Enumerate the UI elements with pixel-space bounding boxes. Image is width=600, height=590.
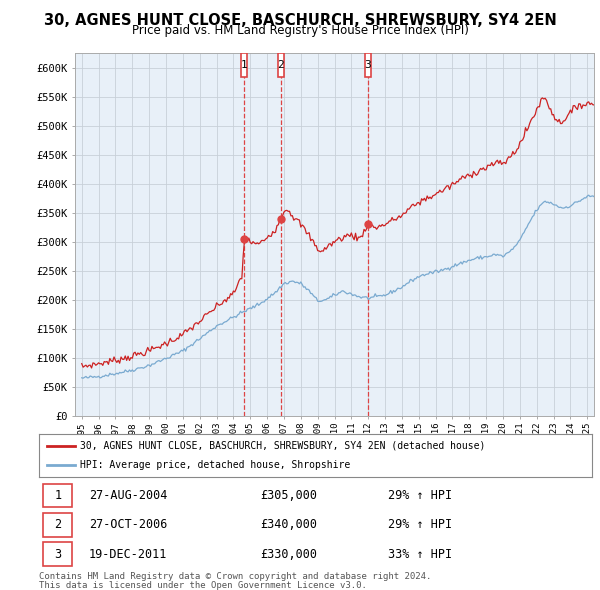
Text: Contains HM Land Registry data © Crown copyright and database right 2024.: Contains HM Land Registry data © Crown c…	[39, 572, 431, 581]
Text: £340,000: £340,000	[260, 518, 317, 532]
FancyBboxPatch shape	[43, 513, 72, 537]
Text: 1: 1	[241, 60, 248, 70]
FancyBboxPatch shape	[365, 54, 371, 77]
FancyBboxPatch shape	[43, 484, 72, 507]
Text: 1: 1	[54, 489, 61, 502]
Text: 27-OCT-2006: 27-OCT-2006	[89, 518, 167, 532]
Text: 30, AGNES HUNT CLOSE, BASCHURCH, SHREWSBURY, SY4 2EN (detached house): 30, AGNES HUNT CLOSE, BASCHURCH, SHREWSB…	[80, 441, 486, 451]
Text: 33% ↑ HPI: 33% ↑ HPI	[388, 548, 452, 560]
FancyBboxPatch shape	[278, 54, 284, 77]
FancyBboxPatch shape	[43, 542, 72, 566]
Text: 3: 3	[364, 60, 371, 70]
Text: £330,000: £330,000	[260, 548, 317, 560]
Text: 27-AUG-2004: 27-AUG-2004	[89, 489, 167, 502]
Text: HPI: Average price, detached house, Shropshire: HPI: Average price, detached house, Shro…	[80, 460, 351, 470]
Text: 2: 2	[278, 60, 284, 70]
Text: 3: 3	[54, 548, 61, 560]
Text: 30, AGNES HUNT CLOSE, BASCHURCH, SHREWSBURY, SY4 2EN: 30, AGNES HUNT CLOSE, BASCHURCH, SHREWSB…	[44, 13, 556, 28]
Text: 2: 2	[54, 518, 61, 532]
Text: £305,000: £305,000	[260, 489, 317, 502]
Text: Price paid vs. HM Land Registry's House Price Index (HPI): Price paid vs. HM Land Registry's House …	[131, 24, 469, 37]
Text: 29% ↑ HPI: 29% ↑ HPI	[388, 518, 452, 532]
FancyBboxPatch shape	[241, 54, 247, 77]
Text: 19-DEC-2011: 19-DEC-2011	[89, 548, 167, 560]
Text: 29% ↑ HPI: 29% ↑ HPI	[388, 489, 452, 502]
Text: This data is licensed under the Open Government Licence v3.0.: This data is licensed under the Open Gov…	[39, 581, 367, 590]
